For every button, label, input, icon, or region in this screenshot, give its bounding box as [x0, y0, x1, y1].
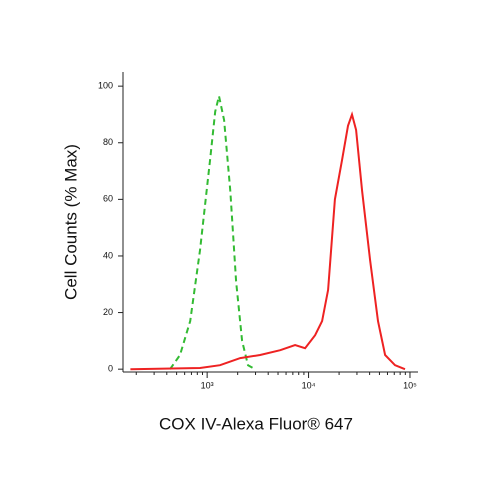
y-axis-label: Cell Counts (% Max)	[61, 144, 80, 300]
y-tick-label: 60	[103, 194, 113, 204]
y-tick-label: 100	[98, 81, 113, 91]
x-axis-label: COX IV-Alexa Fluor® 647	[159, 414, 353, 433]
x-tick-label: 10⁵	[403, 380, 417, 390]
y-tick-label: 0	[108, 364, 113, 374]
x-tick-label: 10³	[201, 380, 214, 390]
y-tick-label: 40	[103, 250, 113, 260]
y-tick-label: 20	[103, 307, 113, 317]
histogram-line	[169, 95, 256, 371]
y-tick-label: 80	[103, 137, 113, 147]
x-tick-label: 10⁴	[302, 380, 316, 390]
histogram-line	[130, 111, 406, 371]
